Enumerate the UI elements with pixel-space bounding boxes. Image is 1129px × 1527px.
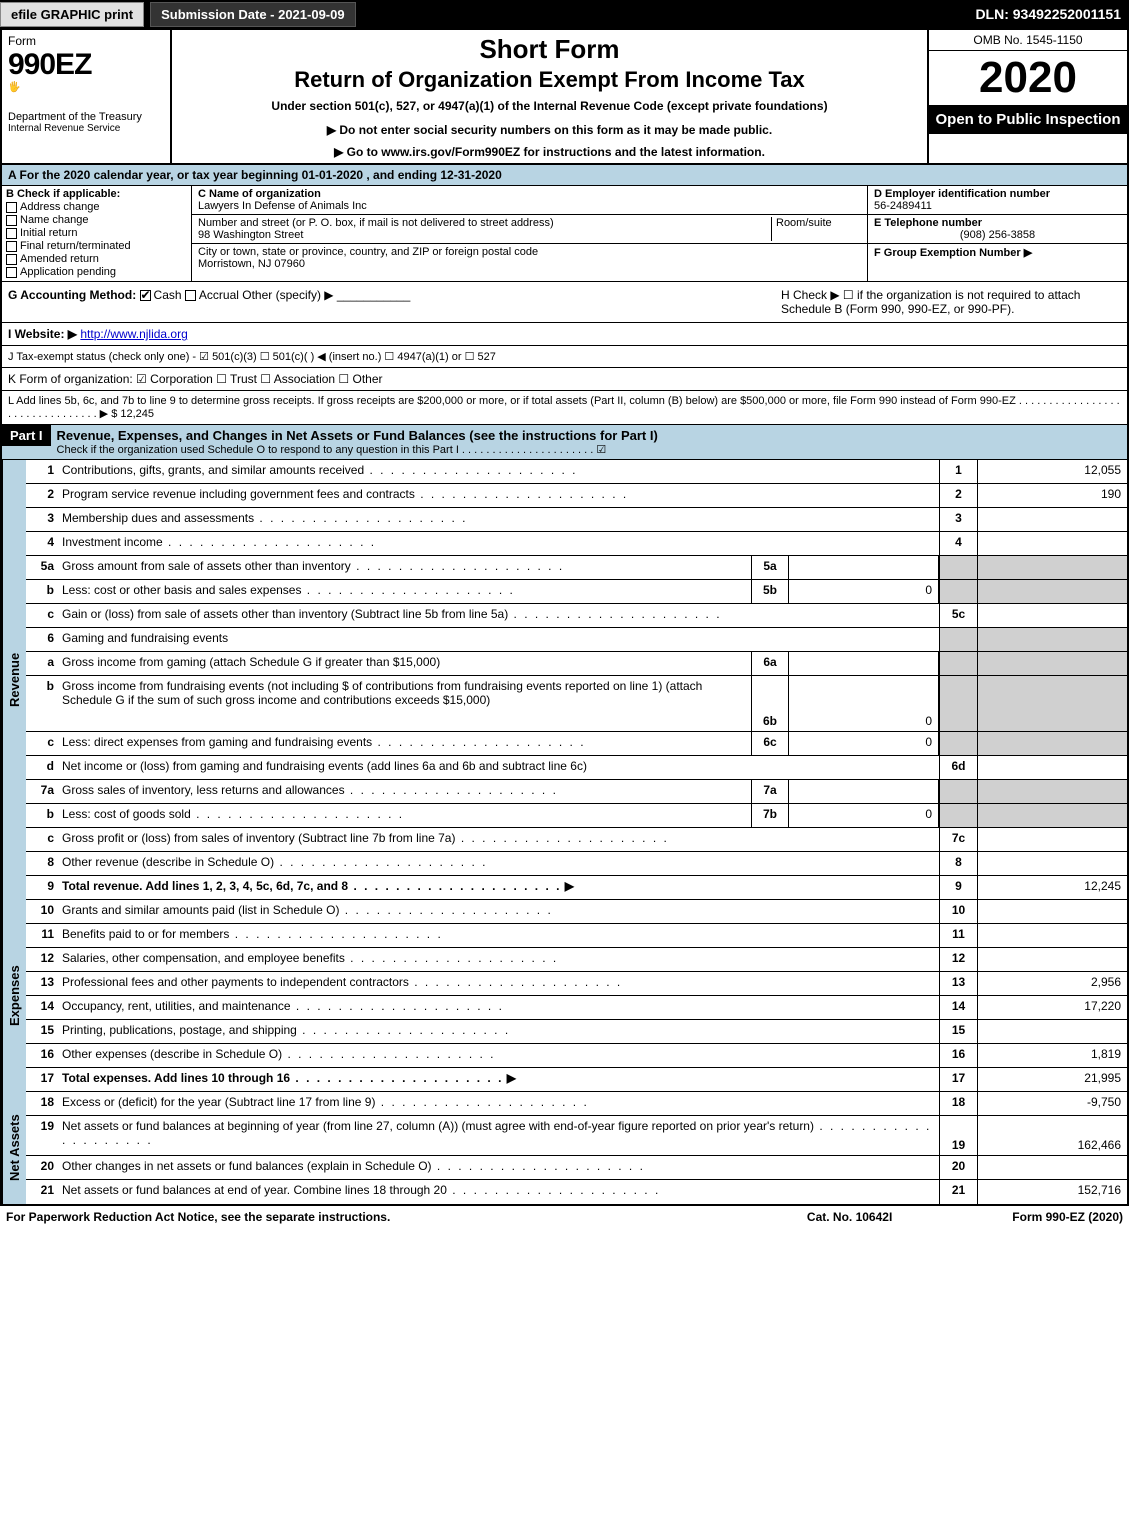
line-7b: b Less: cost of goods sold 7b 0 xyxy=(26,804,1127,828)
line-14: 14 Occupancy, rent, utilities, and maint… xyxy=(26,996,1127,1020)
part-1-header: Part I Revenue, Expenses, and Changes in… xyxy=(2,425,1127,460)
form-header: Form 990EZ 🖐 Department of the Treasury … xyxy=(2,30,1127,165)
line-1: 1 Contributions, gifts, grants, and simi… xyxy=(26,460,1127,484)
line-3: 3 Membership dues and assessments 3 xyxy=(26,508,1127,532)
footer-catno: Cat. No. 10642I xyxy=(807,1210,892,1224)
part-1-title: Revenue, Expenses, and Changes in Net As… xyxy=(51,425,1127,459)
irs-label: Internal Revenue Service xyxy=(8,123,164,134)
side-tab-revenue: Revenue xyxy=(2,460,26,900)
box-b-label: B Check if applicable: xyxy=(6,188,187,200)
page-footer: For Paperwork Reduction Act Notice, see … xyxy=(0,1206,1129,1228)
line-9: 9 Total revenue. Add lines 1, 2, 3, 4, 5… xyxy=(26,876,1127,900)
line-12: 12 Salaries, other compensation, and emp… xyxy=(26,948,1127,972)
org-name-label: C Name of organization xyxy=(198,188,861,200)
open-to-public: Open to Public Inspection xyxy=(929,105,1127,134)
tax-year: 2020 xyxy=(929,51,1127,105)
line-7c: c Gross profit or (loss) from sales of i… xyxy=(26,828,1127,852)
cb-cash[interactable] xyxy=(140,290,151,301)
line-21: 21 Net assets or fund balances at end of… xyxy=(26,1180,1127,1204)
line-6d: d Net income or (loss) from gaming and f… xyxy=(26,756,1127,780)
side-tab-net-assets: Net Assets xyxy=(2,1092,26,1204)
line-17: 17 Total expenses. Add lines 10 through … xyxy=(26,1068,1127,1092)
form-frame: Form 990EZ 🖐 Department of the Treasury … xyxy=(0,28,1129,1206)
ein-label: D Employer identification number xyxy=(874,188,1121,200)
org-name: Lawyers In Defense of Animals Inc xyxy=(198,200,861,212)
cb-initial-return[interactable]: Initial return xyxy=(6,227,187,239)
form-title-1: Short Form xyxy=(182,34,917,65)
cb-accrual[interactable] xyxy=(185,290,196,301)
line-6a: a Gross income from gaming (attach Sched… xyxy=(26,652,1127,676)
line-7a: 7a Gross sales of inventory, less return… xyxy=(26,780,1127,804)
row-g: G Accounting Method: Cash Accrual Other … xyxy=(8,288,781,316)
line-8: 8 Other revenue (describe in Schedule O)… xyxy=(26,852,1127,876)
footer-notice: For Paperwork Reduction Act Notice, see … xyxy=(6,1210,807,1224)
form-warning: ▶ Do not enter social security numbers o… xyxy=(182,123,917,137)
room-suite-label: Room/suite xyxy=(771,217,861,241)
addr-value: 98 Washington Street xyxy=(198,229,771,241)
city-value: Morristown, NJ 07960 xyxy=(198,258,861,270)
cb-final-return[interactable]: Final return/terminated xyxy=(6,240,187,252)
form-link-line: ▶ Go to www.irs.gov/Form990EZ for instru… xyxy=(182,145,917,159)
row-h: H Check ▶ ☐ if the organization is not r… xyxy=(781,288,1121,316)
line-5a: 5a Gross amount from sale of assets othe… xyxy=(26,556,1127,580)
city-label: City or town, state or province, country… xyxy=(198,246,861,258)
row-l: L Add lines 5b, 6c, and 7b to line 9 to … xyxy=(2,391,1127,425)
ein-value: 56-2489411 xyxy=(874,200,1121,212)
dln-label: DLN: 93492252001151 xyxy=(975,6,1129,22)
line-16: 16 Other expenses (describe in Schedule … xyxy=(26,1044,1127,1068)
box-c: C Name of organization Lawyers In Defens… xyxy=(192,186,867,281)
line-6: 6 Gaming and fundraising events xyxy=(26,628,1127,652)
form-title-2: Return of Organization Exempt From Incom… xyxy=(182,67,917,93)
line-19: 19 Net assets or fund balances at beginn… xyxy=(26,1116,1127,1156)
omb-number: OMB No. 1545-1150 xyxy=(929,30,1127,51)
line-5b: b Less: cost or other basis and sales ex… xyxy=(26,580,1127,604)
line-13: 13 Professional fees and other payments … xyxy=(26,972,1127,996)
website-link[interactable]: http://www.njlida.org xyxy=(80,327,187,341)
section-bcd: B Check if applicable: Address change Na… xyxy=(2,186,1127,282)
box-b: B Check if applicable: Address change Na… xyxy=(2,186,192,281)
group-exemption-label: F Group Exemption Number ▶ xyxy=(874,246,1121,259)
header-left: Form 990EZ 🖐 Department of the Treasury … xyxy=(2,30,172,163)
part-1-label: Part I xyxy=(2,425,51,446)
line-10: 10 Grants and similar amounts paid (list… xyxy=(26,900,1127,924)
line-6b: b Gross income from fundraising events (… xyxy=(26,676,1127,732)
department-label: Department of the Treasury xyxy=(8,111,164,123)
tel-label: E Telephone number xyxy=(874,217,1121,229)
cb-address-change[interactable]: Address change xyxy=(6,201,187,213)
top-toolbar: efile GRAPHIC print Submission Date - 20… xyxy=(0,0,1129,28)
line-2: 2 Program service revenue including gove… xyxy=(26,484,1127,508)
form-number: 990EZ xyxy=(8,48,164,82)
row-a-tax-year: A For the 2020 calendar year, or tax yea… xyxy=(2,165,1127,186)
line-15: 15 Printing, publications, postage, and … xyxy=(26,1020,1127,1044)
line-6c: c Less: direct expenses from gaming and … xyxy=(26,732,1127,756)
line-20: 20 Other changes in net assets or fund b… xyxy=(26,1156,1127,1180)
row-j: J Tax-exempt status (check only one) - ☑… xyxy=(2,346,1127,368)
line-5c: c Gain or (loss) from sale of assets oth… xyxy=(26,604,1127,628)
cb-amended-return[interactable]: Amended return xyxy=(6,253,187,265)
row-gh: G Accounting Method: Cash Accrual Other … xyxy=(2,282,1127,323)
form-subtitle: Under section 501(c), 527, or 4947(a)(1)… xyxy=(182,99,917,113)
side-tab-expenses: Expenses xyxy=(2,900,26,1092)
header-right: OMB No. 1545-1150 2020 Open to Public In… xyxy=(927,30,1127,163)
tel-value: (908) 256-3858 xyxy=(874,229,1121,241)
box-def: D Employer identification number 56-2489… xyxy=(867,186,1127,281)
addr-label: Number and street (or P. O. box, if mail… xyxy=(198,217,771,229)
line-4: 4 Investment income 4 xyxy=(26,532,1127,556)
cb-name-change[interactable]: Name change xyxy=(6,214,187,226)
efile-print-button[interactable]: efile GRAPHIC print xyxy=(0,2,144,27)
line-11: 11 Benefits paid to or for members 11 xyxy=(26,924,1127,948)
line-18: 18 Excess or (deficit) for the year (Sub… xyxy=(26,1092,1127,1116)
footer-formref: Form 990-EZ (2020) xyxy=(1012,1210,1123,1224)
row-k: K Form of organization: ☑ Corporation ☐ … xyxy=(2,368,1127,391)
form-word: Form xyxy=(8,34,164,48)
submission-date-button[interactable]: Submission Date - 2021-09-09 xyxy=(150,2,356,27)
header-middle: Short Form Return of Organization Exempt… xyxy=(172,30,927,163)
cb-application-pending[interactable]: Application pending xyxy=(6,266,187,278)
row-i: I Website: ▶ http://www.njlida.org xyxy=(2,323,1127,346)
